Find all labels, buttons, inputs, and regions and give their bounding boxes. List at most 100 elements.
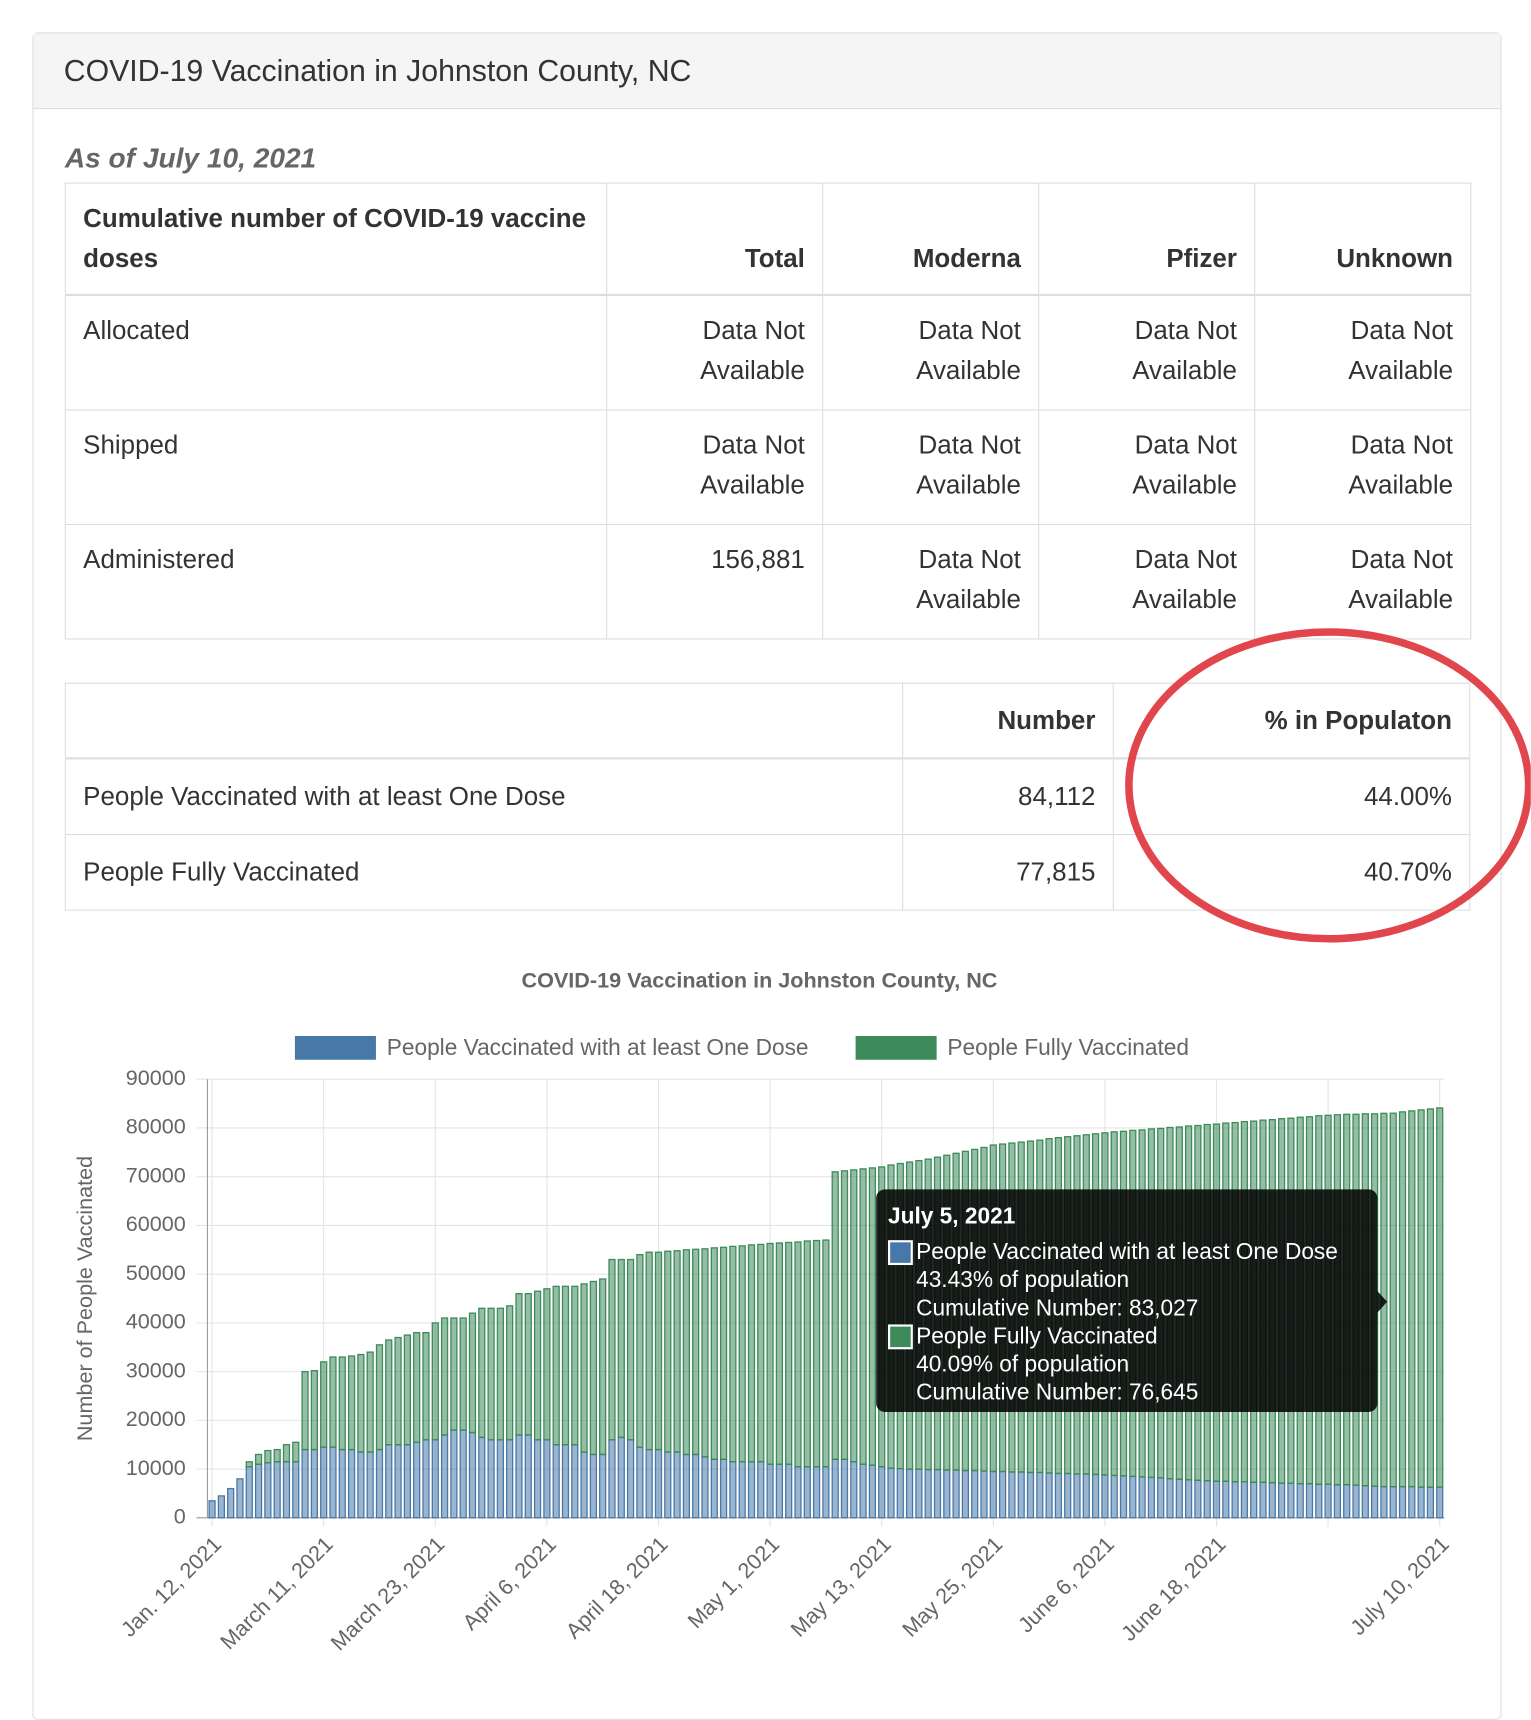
y-axis-title: Number of People Vaccinated (72, 1156, 97, 1441)
column-header: Cumulative number of COVID-19 vaccine do… (64, 182, 608, 296)
table-row: People Fully Vaccinated 77,815 40.70% (64, 833, 1471, 911)
bar (1203, 1480, 1211, 1519)
bar (719, 1458, 728, 1519)
bar (1017, 1471, 1025, 1519)
cell: Data Not Available (822, 523, 1040, 640)
bar (347, 1448, 356, 1519)
bar (747, 1244, 756, 1463)
panel-title: COVID-19 Vaccination in Johnston County,… (33, 33, 1501, 110)
bar (571, 1444, 579, 1519)
bar (301, 1370, 309, 1451)
x-tick-label: April 6, 2021 (458, 1531, 561, 1634)
bar (933, 1468, 942, 1519)
bar (636, 1254, 644, 1448)
bar (580, 1451, 588, 1519)
bar (264, 1462, 272, 1519)
cell: Data Not Available (1254, 409, 1472, 526)
bar (1073, 1473, 1081, 1519)
bar (710, 1458, 718, 1519)
bar (738, 1245, 746, 1463)
bar (254, 1463, 263, 1519)
bar (952, 1469, 960, 1519)
bar (1436, 1107, 1444, 1488)
bar (701, 1248, 709, 1458)
header-row: Number% in Populaton (64, 682, 1471, 760)
bar (347, 1355, 356, 1451)
y-tick-label: 70000 (126, 1162, 186, 1187)
bar (1408, 1110, 1416, 1488)
cell: Data Not Available (1038, 523, 1256, 640)
bar (989, 1470, 997, 1519)
bar (515, 1292, 523, 1436)
bar (1119, 1475, 1128, 1519)
bar (1343, 1484, 1351, 1519)
bar (896, 1467, 904, 1519)
bar (1259, 1481, 1267, 1519)
people-table: Number% in Populaton People Vaccinated wi… (64, 682, 1471, 911)
bar (282, 1461, 291, 1519)
bar (413, 1441, 421, 1519)
bar (812, 1239, 821, 1468)
bar (1184, 1479, 1193, 1519)
bar (998, 1470, 1007, 1519)
x-tick-label: March 23, 2021 (326, 1531, 450, 1655)
x-tick-label: July 10, 2021 (1345, 1531, 1454, 1640)
as-of-date: As of July 10, 2021 (64, 141, 317, 174)
column-header: % in Populaton (1112, 682, 1471, 760)
bar (273, 1448, 281, 1463)
bar (943, 1469, 951, 1519)
cell: Data Not Available (1254, 294, 1472, 411)
bar (245, 1461, 253, 1468)
bar (1129, 1475, 1137, 1519)
row-label: Shipped (64, 409, 608, 526)
bar (524, 1434, 532, 1519)
x-tick-label: Jan. 12, 2021 (116, 1531, 226, 1641)
bar (487, 1439, 495, 1519)
bar (375, 1448, 384, 1519)
bar (1417, 1486, 1425, 1519)
bar (422, 1439, 430, 1519)
y-tick-label: 20000 (126, 1406, 186, 1431)
bar (589, 1453, 598, 1519)
y-tick-label: 60000 (126, 1211, 186, 1236)
bar (1054, 1472, 1063, 1519)
bar (580, 1283, 588, 1453)
bar (1231, 1481, 1239, 1519)
bar (487, 1307, 495, 1441)
bar (329, 1356, 337, 1448)
bar (859, 1463, 867, 1519)
row-label: People Vaccinated with at least One Dose (64, 757, 904, 836)
bar (403, 1444, 411, 1519)
bar (961, 1469, 970, 1519)
row-label: People Fully Vaccinated (64, 833, 904, 911)
bar (1398, 1485, 1407, 1519)
bar (385, 1339, 393, 1446)
cell: Data Not Available (1254, 523, 1472, 640)
y-tick-label: 30000 (126, 1357, 186, 1382)
bar (1008, 1471, 1016, 1519)
bar (273, 1461, 281, 1519)
bar (1110, 1474, 1118, 1519)
y-tick-label: 90000 (126, 1065, 186, 1090)
bar (301, 1448, 309, 1519)
bar (617, 1436, 625, 1519)
bar (757, 1461, 765, 1519)
bar (320, 1446, 328, 1519)
bar (1277, 1482, 1286, 1519)
table-row: Administered 156,881 Data Not Available Dat… (64, 523, 1472, 640)
bar (496, 1439, 505, 1519)
header-row: Cumulative number of COVID-19 vaccine do… (64, 182, 1472, 296)
cell: Data Not Available (606, 409, 824, 526)
bar (915, 1468, 923, 1519)
bar (775, 1463, 784, 1519)
column-header (64, 682, 904, 760)
bar (1045, 1472, 1053, 1519)
bar (1436, 1486, 1444, 1519)
bar (385, 1444, 393, 1519)
bar (822, 1239, 830, 1468)
bar (1147, 1476, 1156, 1519)
bar (292, 1461, 300, 1519)
bar (729, 1461, 737, 1519)
bar (1091, 1473, 1100, 1519)
cell: Data Not Available (822, 294, 1040, 411)
